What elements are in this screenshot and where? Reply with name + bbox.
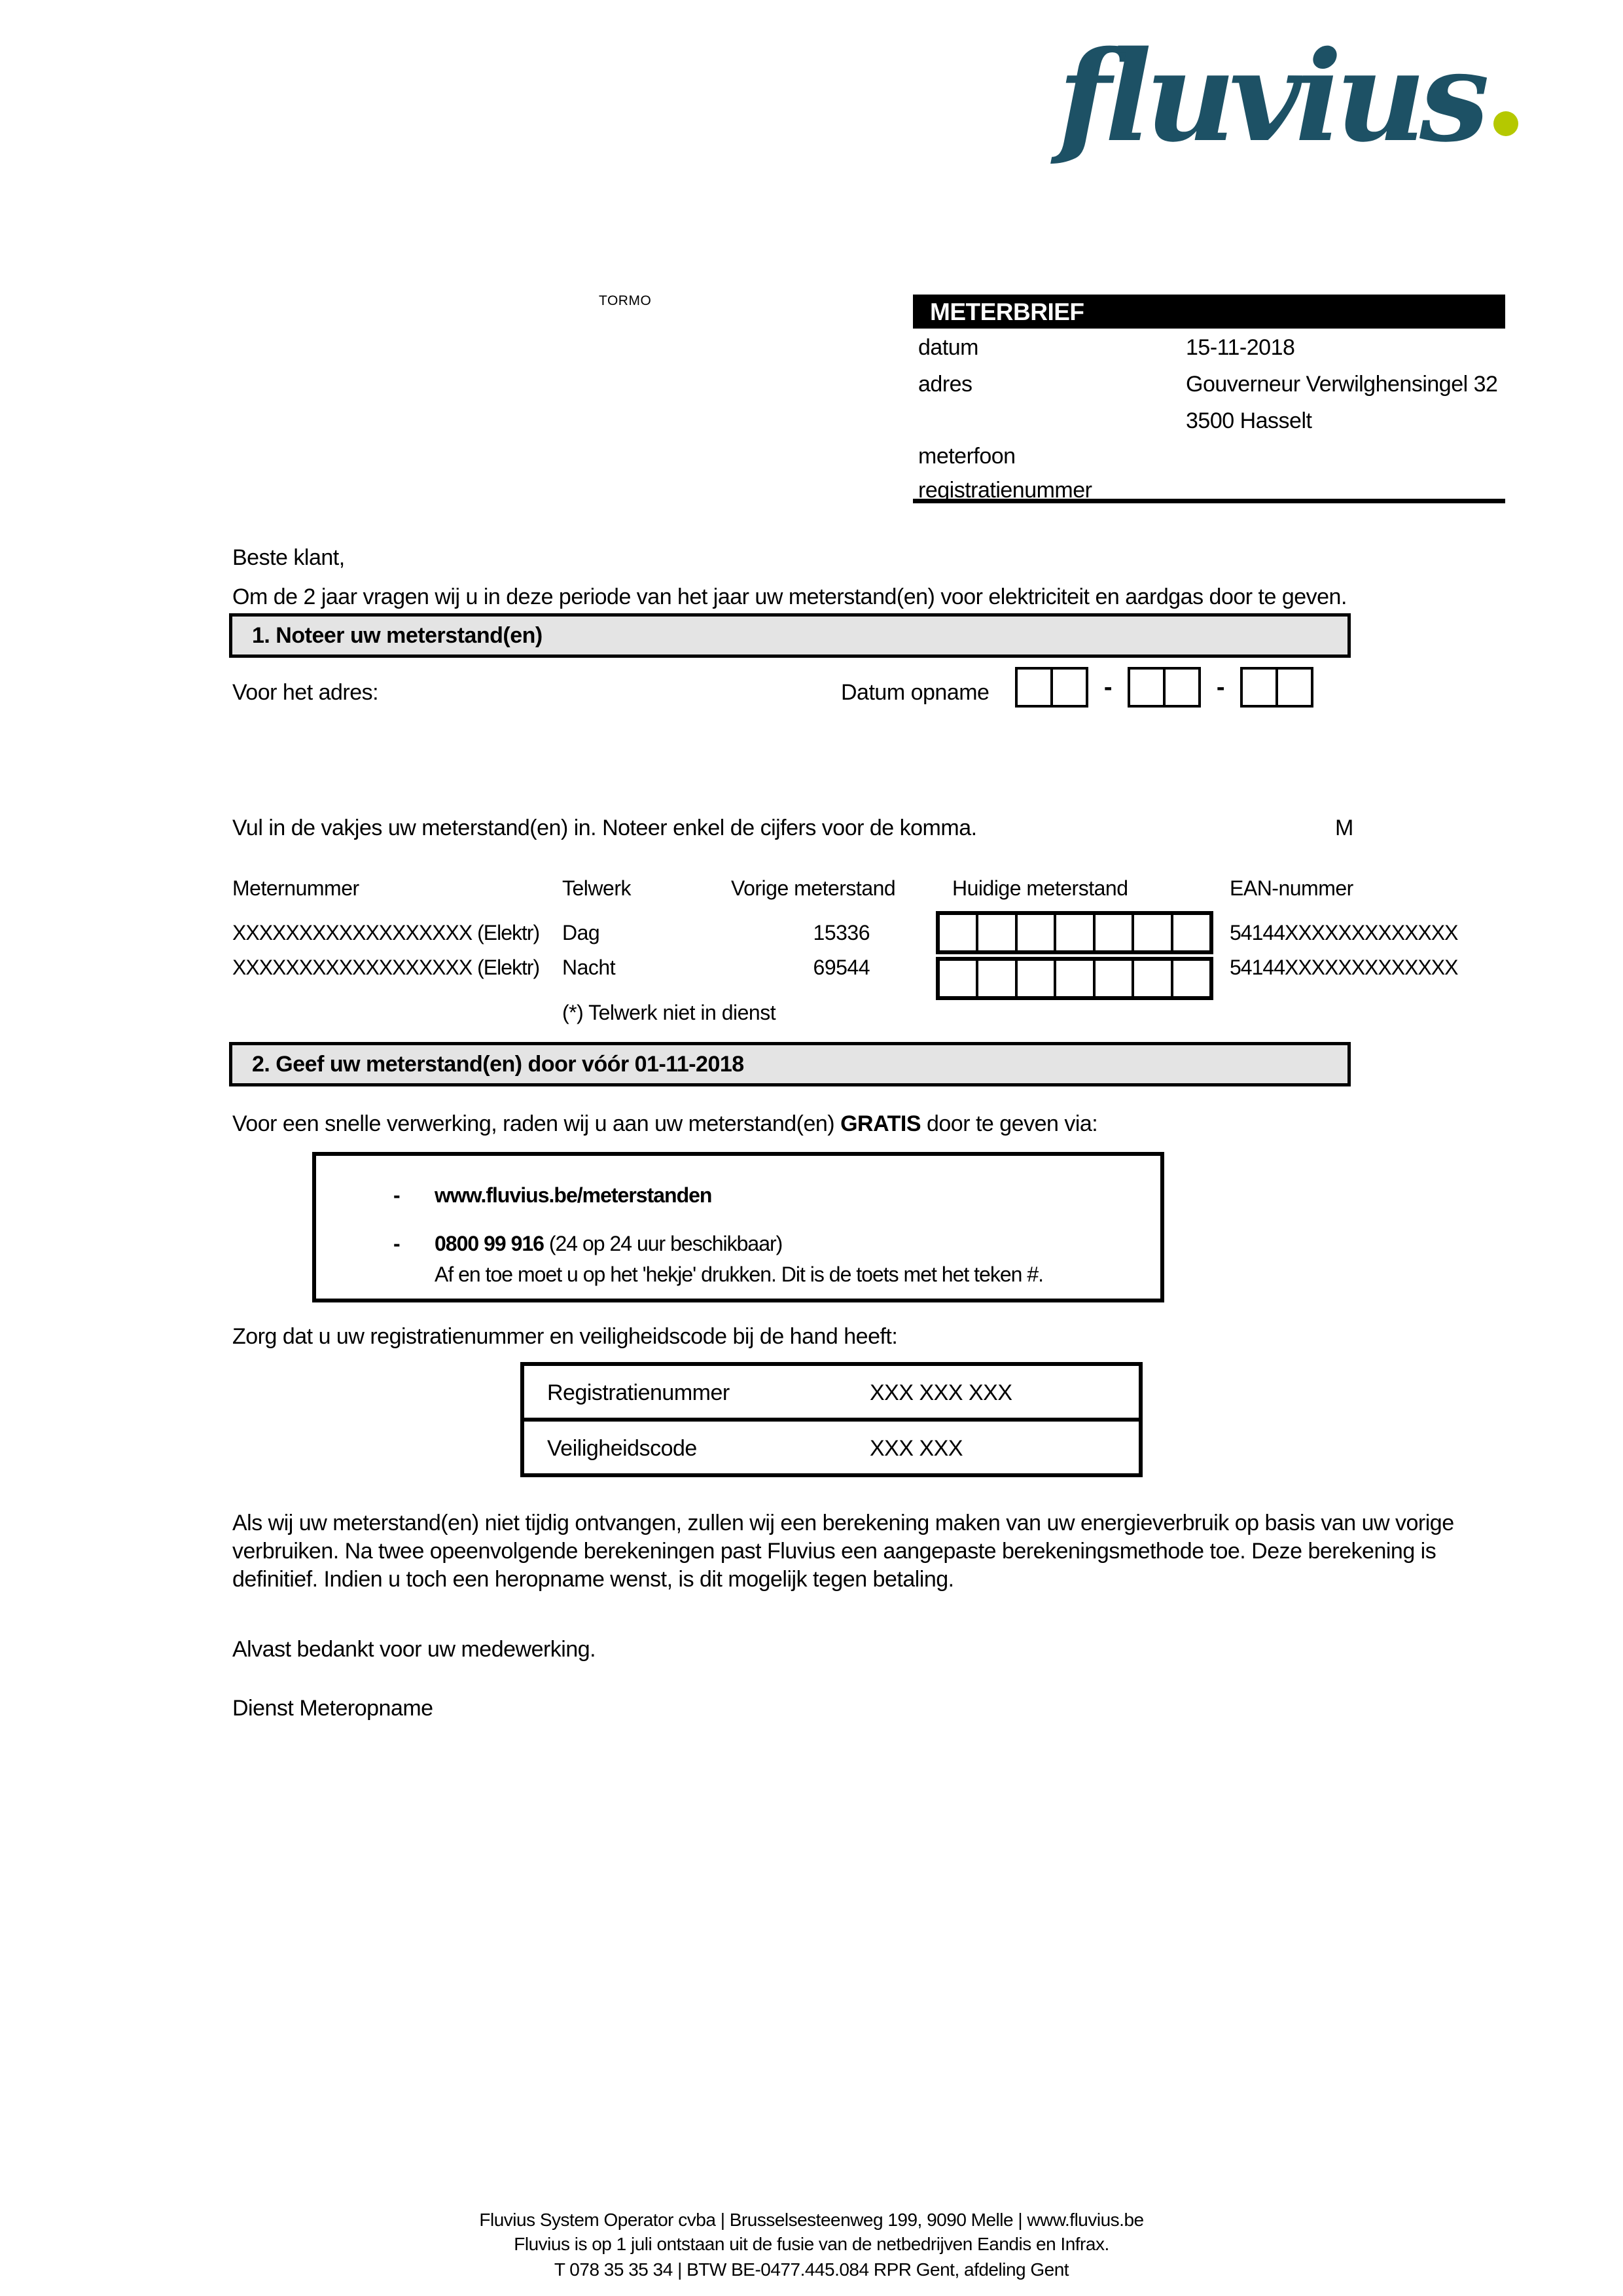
meterstand-cell[interactable]: [1173, 915, 1209, 950]
gratis-emphasis: GRATIS: [840, 1111, 921, 1136]
table-row-meternummer: XXXXXXXXXXXXXXXXXX (Elektr): [232, 921, 540, 944]
date-cell[interactable]: [1243, 670, 1278, 705]
bullet-dash: -: [393, 1183, 401, 1207]
signature: Dienst Meteropname: [232, 1696, 433, 1721]
contact-channels-box: - www.fluvius.be/meterstanden - 0800 99 …: [312, 1152, 1164, 1302]
date-cell[interactable]: [1166, 670, 1198, 705]
salutation: Beste klant,: [232, 545, 345, 570]
meterstand-cell[interactable]: [1018, 961, 1057, 996]
meterstand-cell[interactable]: [940, 961, 979, 996]
code-value: XXX XXX: [870, 1436, 963, 1461]
field-value: 15-11-2018: [1186, 335, 1295, 360]
table-row-vorige: 69544: [813, 956, 870, 979]
closing-thanks: Alvast bedankt voor uw medewerking.: [232, 1637, 596, 1662]
codes-intro: Zorg dat u uw registratienummer en veili…: [232, 1324, 898, 1349]
table-footnote: (*) Telwerk niet in dienst: [562, 1001, 776, 1024]
col-header-ean-nummer: EAN-nummer: [1230, 876, 1353, 900]
section2-header: 2. Geef uw meterstand(en) door vóór 01-1…: [229, 1042, 1351, 1086]
intro-text: Om de 2 jaar vragen wij u in deze period…: [232, 584, 1347, 609]
phone-number: 0800 99 916: [435, 1232, 544, 1255]
table-row-telwerk: Dag: [562, 921, 600, 944]
header-field-meterfoon: meterfoon: [918, 444, 1505, 469]
field-value: 3500 Hasselt: [1186, 408, 1312, 433]
meterstand-cell[interactable]: [1056, 915, 1096, 950]
date-label: Datum opname: [841, 680, 990, 705]
header-field-datum: datum 15-11-2018: [918, 335, 1505, 361]
code-value: XXX XXX XXX: [870, 1380, 1012, 1405]
footer-line-3: T 078 35 35 34 | BTW BE-0477.445.084 RPR…: [554, 2259, 1069, 2280]
section2-intro: Voor een snelle verwerking, raden wij u …: [232, 1111, 1098, 1136]
meterstand-cell[interactable]: [1018, 915, 1057, 950]
date-cell[interactable]: [1130, 670, 1166, 705]
veiligheidscode-row: Veiligheidscode XXX XXX: [524, 1422, 1139, 1473]
codes-box: Registratienummer XXX XXX XXX Veiligheid…: [520, 1362, 1143, 1477]
date-separator: -: [1216, 673, 1225, 701]
col-header-huidige-meterstand: Huidige meterstand: [952, 876, 1128, 900]
section1-header: 1. Noteer uw meterstand(en): [229, 613, 1351, 658]
date-cell[interactable]: [1278, 670, 1311, 705]
table-row-ean: 54144XXXXXXXXXXXXX: [1230, 956, 1458, 979]
header-underline: [913, 499, 1505, 503]
date-cell[interactable]: [1053, 670, 1086, 705]
marker-m: M: [1335, 816, 1353, 840]
print-marker: TORMO: [599, 293, 652, 308]
field-label: registratienummer: [918, 478, 1092, 503]
table-row-telwerk: Nacht: [562, 956, 616, 979]
bullet-dash: -: [393, 1232, 401, 1255]
date-input-boxes: - -: [1015, 667, 1313, 708]
closing-paragraph: Als wij uw meterstand(en) niet tijdig on…: [232, 1511, 1454, 1592]
table-row-meternummer: XXXXXXXXXXXXXXXXXX (Elektr): [232, 956, 540, 979]
header-field-city: 3500 Hasselt: [918, 408, 1505, 434]
website-link[interactable]: www.fluvius.be/meterstanden: [435, 1183, 712, 1207]
header-field-registratienummer: registratienummer: [918, 478, 1505, 503]
footer-line-2: Fluvius is op 1 juli ontstaan uit de fus…: [514, 2234, 1109, 2254]
field-value: Gouverneur Verwilghensingel 32: [1186, 372, 1498, 397]
meterstand-cell[interactable]: [978, 915, 1018, 950]
registratienummer-row: Registratienummer XXX XXX XXX: [524, 1366, 1139, 1418]
col-header-vorige-meterstand: Vorige meterstand: [731, 876, 896, 900]
date-cell[interactable]: [1018, 670, 1053, 705]
code-label: Registratienummer: [547, 1380, 730, 1405]
date-year-input[interactable]: [1240, 667, 1313, 708]
document-title: METERBRIEF: [930, 298, 1084, 325]
fluvius-logo: fluvius: [1021, 12, 1518, 182]
meterstand-cell[interactable]: [1173, 961, 1209, 996]
meterstand-cell[interactable]: [940, 915, 979, 950]
field-label: datum: [918, 335, 979, 360]
date-month-input[interactable]: [1128, 667, 1201, 708]
phone-line: 0800 99 916 (24 op 24 uur beschikbaar): [435, 1232, 783, 1255]
code-label: Veiligheidscode: [547, 1436, 697, 1461]
fluvius-logo-text: fluvius: [1058, 24, 1489, 170]
meterstand-cell[interactable]: [1096, 915, 1135, 950]
meterstand-cell[interactable]: [1096, 961, 1135, 996]
fill-instruction: Vul in de vakjes uw meterstand(en) in. N…: [232, 816, 977, 840]
fluvius-logo-dot-icon: [1493, 111, 1518, 136]
huidige-meterstand-input-dag[interactable]: [936, 911, 1213, 954]
address-label: Voor het adres:: [232, 680, 379, 705]
codes-divider: [524, 1418, 1139, 1422]
col-header-meternummer: Meternummer: [232, 876, 359, 900]
field-label: meterfoon: [918, 444, 1016, 469]
phone-note: Af en toe moet u op het 'hekje' drukken.…: [435, 1263, 1044, 1286]
field-label: adres: [918, 372, 972, 397]
meterstand-cell[interactable]: [1134, 915, 1173, 950]
meterstand-cell[interactable]: [1056, 961, 1096, 996]
table-row-ean: 54144XXXXXXXXXXXXX: [1230, 921, 1458, 944]
meterstand-cell[interactable]: [978, 961, 1018, 996]
header-title-bar: METERBRIEF: [913, 295, 1505, 329]
footer-line-1: Fluvius System Operator cvba | Brusselse…: [479, 2210, 1144, 2230]
header-field-adres: adres Gouverneur Verwilghensingel 32: [918, 372, 1505, 397]
table-row-vorige: 15336: [813, 921, 870, 944]
date-separator: -: [1103, 673, 1113, 701]
col-header-telwerk: Telwerk: [562, 876, 631, 900]
meterstand-cell[interactable]: [1134, 961, 1173, 996]
huidige-meterstand-input-nacht[interactable]: [936, 957, 1213, 1000]
date-day-input[interactable]: [1015, 667, 1088, 708]
